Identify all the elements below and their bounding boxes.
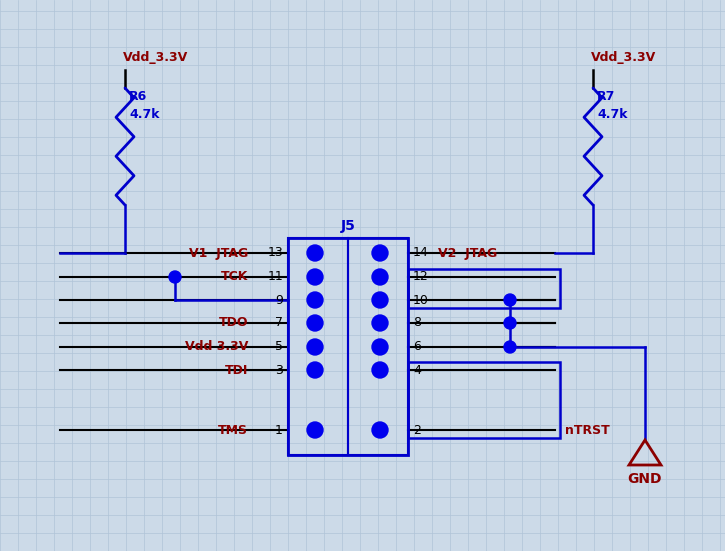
Circle shape bbox=[307, 292, 323, 308]
Text: 2: 2 bbox=[413, 424, 421, 436]
Text: 6: 6 bbox=[413, 341, 421, 354]
Text: Vdd_3.3V: Vdd_3.3V bbox=[123, 51, 188, 63]
Text: Vdd_3.3V: Vdd_3.3V bbox=[591, 51, 656, 63]
Text: 3: 3 bbox=[275, 364, 283, 376]
Text: 4: 4 bbox=[413, 364, 421, 376]
Text: 4.7k: 4.7k bbox=[129, 107, 160, 121]
Bar bbox=[288, 238, 348, 455]
Text: 4.7k: 4.7k bbox=[597, 107, 628, 121]
Text: 14: 14 bbox=[413, 246, 428, 260]
Text: 13: 13 bbox=[268, 246, 283, 260]
Text: V1  JTAG: V1 JTAG bbox=[188, 246, 248, 260]
Circle shape bbox=[504, 317, 516, 329]
Text: TDO: TDO bbox=[218, 316, 248, 329]
Text: TMS: TMS bbox=[218, 424, 248, 436]
Text: 1: 1 bbox=[275, 424, 283, 436]
Text: 9: 9 bbox=[275, 294, 283, 306]
Circle shape bbox=[307, 245, 323, 261]
Text: V2  JTAG: V2 JTAG bbox=[438, 246, 497, 260]
Circle shape bbox=[169, 271, 181, 283]
Text: nTRST: nTRST bbox=[565, 424, 610, 436]
Text: Vdd 3.3V: Vdd 3.3V bbox=[185, 341, 248, 354]
Circle shape bbox=[372, 315, 388, 331]
Bar bbox=[348, 238, 408, 455]
Text: 8: 8 bbox=[413, 316, 421, 329]
Text: GND: GND bbox=[628, 472, 662, 486]
Text: 12: 12 bbox=[413, 271, 428, 284]
Text: 5: 5 bbox=[275, 341, 283, 354]
Bar bbox=[408, 269, 560, 308]
Circle shape bbox=[307, 339, 323, 355]
Circle shape bbox=[307, 269, 323, 285]
Circle shape bbox=[372, 339, 388, 355]
Circle shape bbox=[372, 245, 388, 261]
Text: TCK: TCK bbox=[220, 271, 248, 284]
Circle shape bbox=[504, 294, 516, 306]
Circle shape bbox=[372, 292, 388, 308]
Bar bbox=[408, 362, 560, 438]
Text: 11: 11 bbox=[268, 271, 283, 284]
Text: R6: R6 bbox=[129, 89, 147, 102]
Circle shape bbox=[372, 422, 388, 438]
Bar bbox=[288, 238, 408, 455]
Circle shape bbox=[372, 362, 388, 378]
Text: 7: 7 bbox=[275, 316, 283, 329]
Circle shape bbox=[307, 422, 323, 438]
Text: R7: R7 bbox=[597, 89, 616, 102]
Circle shape bbox=[504, 341, 516, 353]
Circle shape bbox=[307, 362, 323, 378]
Text: TDI: TDI bbox=[225, 364, 248, 376]
Circle shape bbox=[307, 315, 323, 331]
Text: 10: 10 bbox=[413, 294, 429, 306]
Text: J5: J5 bbox=[341, 219, 355, 233]
Circle shape bbox=[372, 269, 388, 285]
